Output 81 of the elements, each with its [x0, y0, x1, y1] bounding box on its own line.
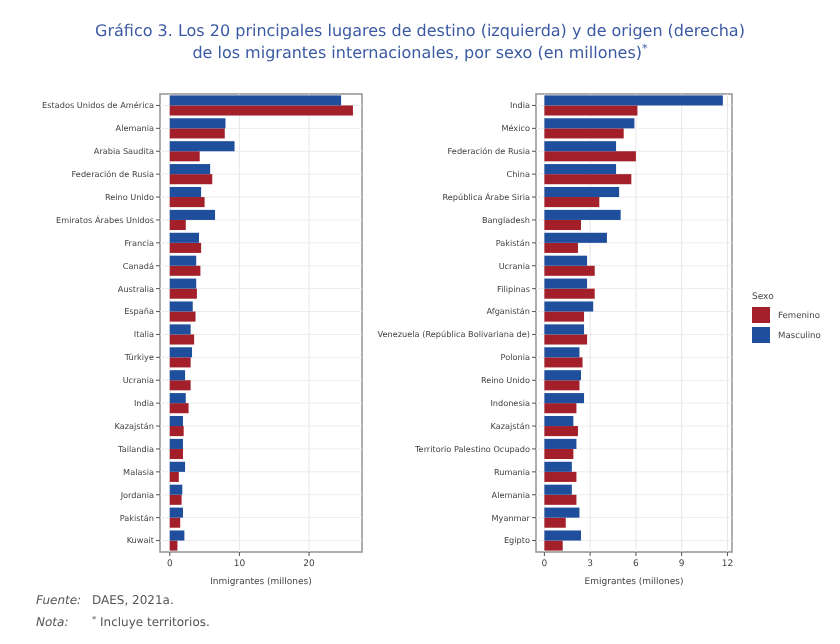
bar	[544, 219, 581, 231]
bar	[544, 151, 636, 162]
bar	[169, 334, 195, 345]
text: Gráfico 3. Los 20 principales lugares de destino (izquierda) y de origen (derecha) de los migrantes internacionales, por sexo (en millones)$^{*}$	[95, 22, 745, 62]
bar	[544, 517, 566, 528]
bar	[544, 265, 595, 276]
bar	[169, 255, 197, 266]
bar	[169, 393, 186, 404]
bar	[544, 393, 585, 404]
bar	[169, 288, 197, 299]
bar	[544, 426, 578, 437]
bar	[544, 197, 600, 208]
bar	[169, 186, 202, 198]
bar	[169, 301, 193, 312]
bar	[544, 105, 638, 116]
bar	[544, 347, 580, 358]
bar	[544, 186, 620, 198]
bar	[169, 324, 191, 335]
bar	[544, 255, 588, 266]
bar	[544, 311, 585, 322]
bar	[544, 334, 588, 345]
bar	[544, 415, 574, 427]
bar	[544, 438, 577, 449]
bar	[169, 141, 235, 152]
bar	[544, 128, 624, 139]
bar	[169, 347, 193, 358]
bar	[544, 471, 577, 482]
bar	[169, 209, 216, 220]
bar	[544, 242, 578, 253]
bar	[544, 530, 581, 541]
bar	[169, 197, 205, 208]
bar	[544, 324, 585, 335]
bar	[169, 311, 196, 322]
bar	[169, 403, 189, 414]
bar	[169, 278, 197, 289]
bar	[544, 494, 577, 505]
bar	[169, 370, 186, 381]
bar	[544, 507, 580, 518]
bar	[169, 438, 183, 449]
bar	[544, 403, 577, 414]
bar	[169, 517, 181, 528]
bar	[169, 174, 213, 185]
bar	[169, 540, 178, 551]
bar	[169, 471, 179, 482]
bar	[544, 174, 632, 185]
bar	[169, 507, 183, 518]
bar	[169, 357, 191, 368]
bar	[544, 278, 588, 289]
bar	[544, 95, 723, 106]
bar	[544, 209, 621, 220]
bar	[544, 118, 635, 129]
bar	[169, 426, 184, 437]
bar	[544, 301, 594, 312]
bar	[544, 164, 617, 175]
bar	[544, 288, 595, 299]
bar	[169, 105, 353, 116]
bar	[544, 232, 607, 243]
bar	[544, 461, 572, 472]
bar	[169, 151, 200, 162]
bar	[169, 232, 200, 243]
bar	[169, 448, 183, 460]
bar	[169, 265, 201, 276]
bar	[169, 118, 226, 129]
bar	[544, 380, 580, 391]
bar	[169, 164, 211, 175]
bar	[169, 530, 185, 541]
bar	[544, 357, 583, 368]
bar	[544, 540, 563, 551]
bar	[169, 484, 183, 495]
bar	[544, 370, 581, 381]
bar	[169, 128, 225, 139]
bar	[169, 415, 183, 427]
bar	[169, 380, 191, 391]
bar	[169, 95, 342, 106]
bar	[544, 484, 572, 495]
bar	[169, 219, 186, 231]
bar	[169, 242, 202, 253]
bar	[169, 461, 186, 472]
bar	[544, 141, 617, 152]
bar	[544, 448, 574, 460]
bar	[169, 494, 182, 505]
